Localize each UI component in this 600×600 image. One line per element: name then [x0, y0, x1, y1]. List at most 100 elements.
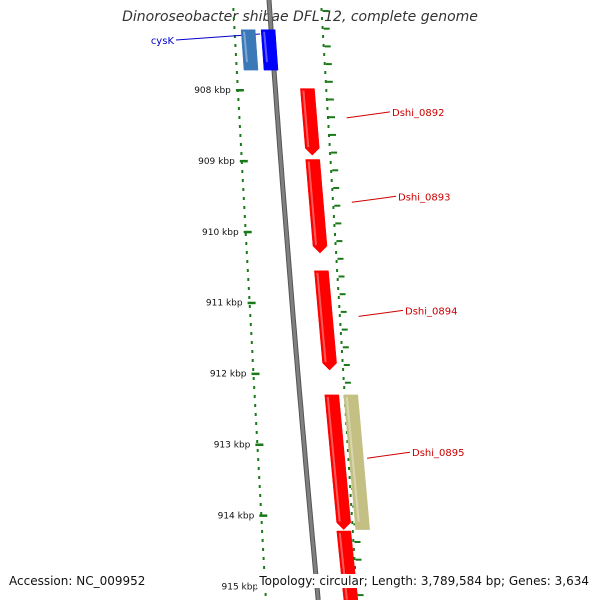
- guide-dot: [249, 323, 252, 326]
- guide-dot: [248, 296, 251, 299]
- gene-cysK-b: [240, 29, 259, 71]
- guide-dot: [245, 251, 248, 254]
- minor-tick: [341, 328, 348, 331]
- guide-dot: [241, 179, 244, 182]
- minor-tick: [329, 116, 335, 119]
- genome-summary: Topology: circular; Length: 3,789,584 bp…: [257, 574, 589, 588]
- major-tick: [243, 230, 252, 234]
- guide-dot: [241, 170, 244, 173]
- guide-dot: [261, 530, 264, 533]
- minor-tick: [337, 257, 344, 260]
- gene-highlight: [307, 161, 317, 246]
- guide-dot: [324, 80, 327, 83]
- guide-dot: [352, 539, 355, 542]
- guide-dot: [252, 377, 255, 380]
- guide-dot: [327, 116, 329, 119]
- gene-label-Dshi_0895: Dshi_0895: [412, 448, 464, 459]
- minor-tick: [335, 222, 342, 225]
- minor-tick: [357, 594, 364, 597]
- gene-label-cysK: cysK: [151, 36, 175, 47]
- guide-dot: [261, 539, 264, 542]
- gene-label-leader: [351, 195, 397, 203]
- guide-dot: [247, 287, 250, 290]
- gene-label-Dshi_0893: Dshi_0893: [398, 192, 450, 203]
- minor-tick: [327, 98, 334, 101]
- guide-dot: [334, 242, 337, 245]
- guide-dot: [235, 71, 238, 74]
- guide-dot: [323, 62, 326, 65]
- major-tick: [235, 89, 244, 92]
- minor-tick: [343, 364, 350, 366]
- tick-label: 915 kbp: [222, 582, 259, 592]
- guide-dot: [327, 125, 330, 128]
- guide-dot: [257, 467, 260, 470]
- guide-dot: [253, 395, 256, 398]
- tick-label: 911 kbp: [206, 299, 243, 309]
- guide-dot: [352, 548, 355, 551]
- major-tick: [251, 372, 260, 376]
- guide-dot: [322, 35, 325, 38]
- guide-dot: [259, 494, 262, 497]
- guide-dot: [338, 305, 341, 308]
- guide-dot: [238, 125, 241, 128]
- guide-dot: [240, 161, 243, 164]
- guide-dot: [248, 305, 251, 308]
- guide-dot: [250, 332, 253, 335]
- guide-dot: [335, 260, 338, 263]
- guide-dot: [255, 431, 258, 434]
- guide-dot: [243, 206, 246, 209]
- guide-dot: [322, 44, 325, 47]
- guide-dot: [260, 521, 263, 524]
- guide-dot: [328, 143, 331, 146]
- guide-dot: [331, 188, 334, 191]
- tick-label: 910 kbp: [202, 228, 239, 238]
- guide-dot: [259, 503, 262, 506]
- guide-dot: [332, 206, 335, 209]
- tick-label: 909 kbp: [198, 157, 235, 167]
- guide-dot: [333, 224, 336, 227]
- guide-dot: [252, 368, 255, 371]
- guide-dot: [346, 440, 349, 443]
- gene-highlight: [263, 31, 268, 63]
- minor-tick: [322, 10, 329, 12]
- guide-dot: [240, 152, 243, 155]
- guide-dot: [254, 413, 257, 416]
- guide-dot: [244, 224, 247, 227]
- gene-label-leader: [367, 451, 411, 459]
- guide-dot: [255, 422, 258, 425]
- guide-dot: [330, 179, 333, 182]
- gene-label-leader: [358, 309, 404, 317]
- guide-dot: [347, 458, 350, 461]
- guide-dot: [348, 476, 351, 479]
- guide-dot: [349, 485, 352, 488]
- guide-dot: [342, 377, 345, 380]
- gene-label-Dshi_0892: Dshi_0892: [392, 108, 444, 119]
- guide-dot: [323, 53, 326, 56]
- major-tick: [255, 443, 264, 446]
- guide-dot: [354, 566, 356, 569]
- guide-dot: [235, 62, 238, 65]
- guide-dot: [245, 242, 248, 245]
- major-tick: [239, 159, 248, 163]
- gene-label-leader: [346, 111, 391, 119]
- guide-dot: [258, 476, 261, 479]
- minor-tick: [334, 204, 341, 207]
- major-tick: [247, 301, 256, 305]
- minor-tick: [338, 275, 345, 278]
- guide-dot: [246, 260, 249, 263]
- guide-dot: [238, 116, 241, 119]
- guide-dot: [256, 449, 259, 452]
- guide-dot: [337, 296, 340, 299]
- guide-dot: [343, 386, 346, 389]
- guide-dot: [341, 359, 344, 362]
- guide-dot: [247, 278, 250, 281]
- guide-dot: [234, 44, 237, 47]
- minor-tick: [323, 27, 330, 30]
- minor-tick: [324, 45, 331, 48]
- guide-dot: [331, 197, 334, 200]
- gene-highlight: [345, 396, 360, 522]
- guide-dot: [263, 566, 266, 569]
- guide-dot: [244, 233, 247, 236]
- guide-dot: [237, 98, 240, 101]
